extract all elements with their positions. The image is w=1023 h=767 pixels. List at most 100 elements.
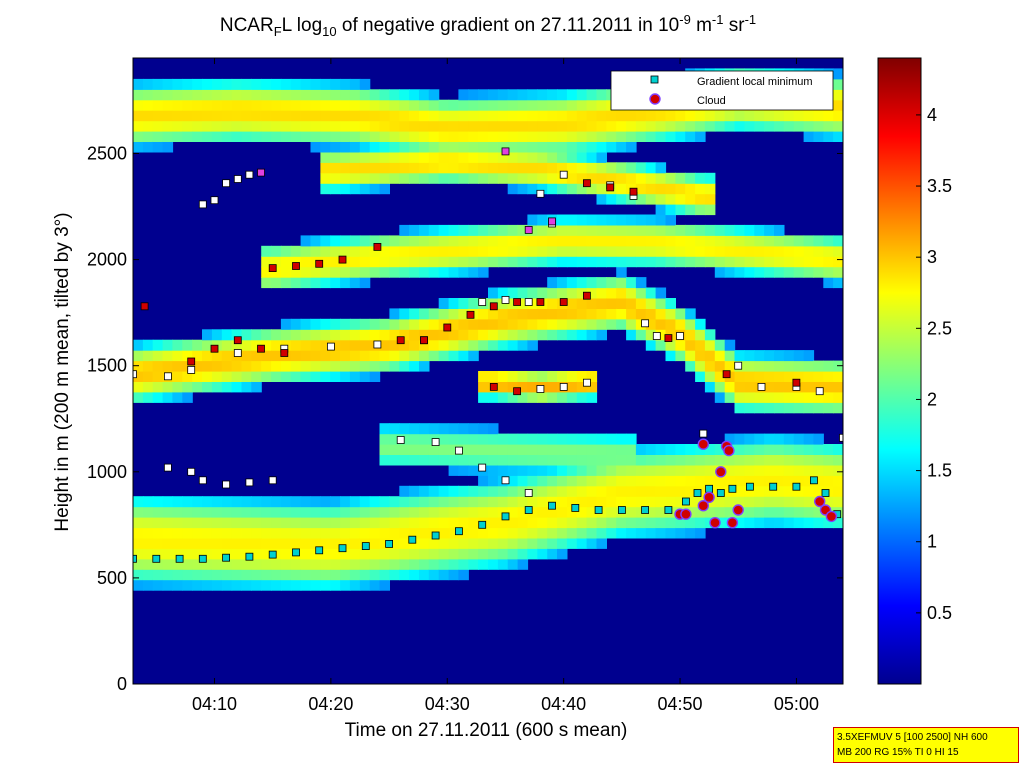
heat-cell [300,318,312,330]
heat-cell [616,454,627,466]
heat-cell [517,371,529,382]
heat-cell [507,496,519,508]
heat-cell [419,517,430,529]
series-1-point [652,332,661,340]
colorbar-ticks: 0.511.522.533.54 [916,105,952,623]
heat-cell [744,433,755,445]
series-2-point [629,187,638,196]
heat-cell [596,214,607,226]
heat-cell [734,391,745,403]
heat-cell [359,548,371,560]
heat-cell [576,391,588,403]
heat-cell [527,183,538,195]
heat-cell [419,131,430,142]
heat-cell [695,204,706,216]
heat-cell [211,110,223,122]
heat-cell [655,131,667,142]
heat-cell [172,350,183,362]
heat-cell [803,444,815,455]
series-1-point [676,332,684,340]
heat-cell [340,266,351,278]
heat-cell [152,120,164,132]
heat-cell [813,360,824,372]
heat-cell [478,381,489,393]
heat-cell [537,464,548,476]
heat-cell [251,78,262,90]
series-0-point [292,548,300,557]
heat-cell [527,454,538,466]
heat-cell [448,162,460,174]
heat-cell [399,308,410,320]
heat-cell [566,298,578,309]
heat-cell [537,224,548,236]
heat-cell [419,99,430,111]
heat-cell [675,308,686,320]
heat-cell [359,89,371,101]
heat-cell [675,475,686,487]
heat-cell [596,527,607,539]
heat-cell [576,517,588,529]
heat-cell [448,99,460,111]
heat-cell [152,537,164,549]
heat-cell [803,235,815,247]
heat-cell [448,298,460,309]
heat-cell [340,277,351,289]
heat-cell [419,110,430,122]
heat-cell [359,527,371,539]
heat-cell [793,266,805,278]
series-2-point [140,302,149,311]
heat-cell [557,287,568,299]
heat-cell [399,89,410,101]
heat-cell [280,120,292,132]
heat-cell [704,183,716,195]
heat-cell [596,224,607,236]
heat-cell [389,256,400,268]
heat-cell [714,391,726,403]
heat-cell [349,277,361,289]
heat-cell [635,183,647,195]
heat-cell [211,579,223,591]
heat-cell [468,548,479,560]
heat-cell [280,245,292,257]
heat-cell [379,151,390,163]
plot-area [133,58,843,684]
heat-cell [527,131,538,142]
heat-cell [280,506,292,518]
heat-cell [428,245,440,257]
heat-cell [714,360,726,372]
heat-cell [271,110,282,122]
heat-cell [478,454,489,466]
series-1-point [734,361,743,370]
heat-cell [833,120,843,132]
heat-cell [724,433,736,445]
series-2-point [210,344,219,353]
heat-cell [596,464,607,476]
heat-cell [340,162,351,174]
heat-cell [438,329,450,341]
info-line-2: MB 200 RG 15% TI 0 HI 15 [837,747,959,758]
heat-cell [596,131,607,142]
heat-cell [783,110,795,122]
heat-cell [478,224,489,236]
heat-cell [823,360,834,372]
heat-cell [182,350,193,362]
heat-cell [665,339,676,351]
heat-cell [290,517,302,529]
heat-cell [399,224,410,236]
heat-cell [724,454,736,466]
heat-cell [566,444,578,455]
series-2-point [513,387,521,396]
heat-cell [409,485,420,497]
heat-cell [586,371,598,382]
heat-cell [497,391,509,403]
heat-cell [458,298,469,309]
heat-cell [635,298,647,309]
heat-cell [626,329,637,341]
heat-cell [389,454,400,466]
series-layer [133,147,843,563]
heat-cell [192,381,203,393]
heat-cell [547,391,558,403]
heat-cell [576,454,588,466]
heat-cell [645,329,657,341]
heat-cell [754,402,765,414]
